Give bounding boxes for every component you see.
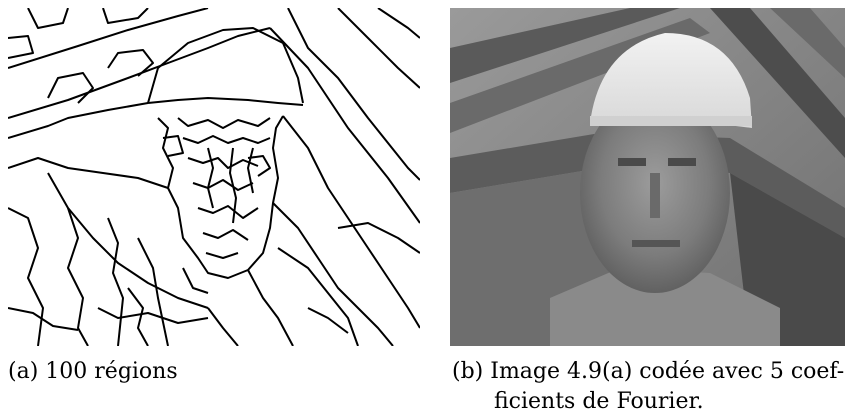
- caption-a-label: (a): [8, 359, 39, 384]
- caption-b-label: (b): [452, 359, 484, 384]
- segmentation-boundaries-image: [7, 7, 421, 347]
- caption-b-text-line2: ficients de Fourier.: [494, 389, 704, 414]
- fourier-reconstruction-image: [450, 8, 845, 346]
- caption-b-text-line1: Image 4.9(a) codée avec 5 coef-: [490, 359, 845, 384]
- caption-panel-b: (b) Image 4.9(a) codée avec 5 coef- fici…: [452, 357, 844, 417]
- caption-panel-a: (a) 100 régions: [8, 357, 178, 387]
- caption-a-text: 100 régions: [45, 359, 178, 384]
